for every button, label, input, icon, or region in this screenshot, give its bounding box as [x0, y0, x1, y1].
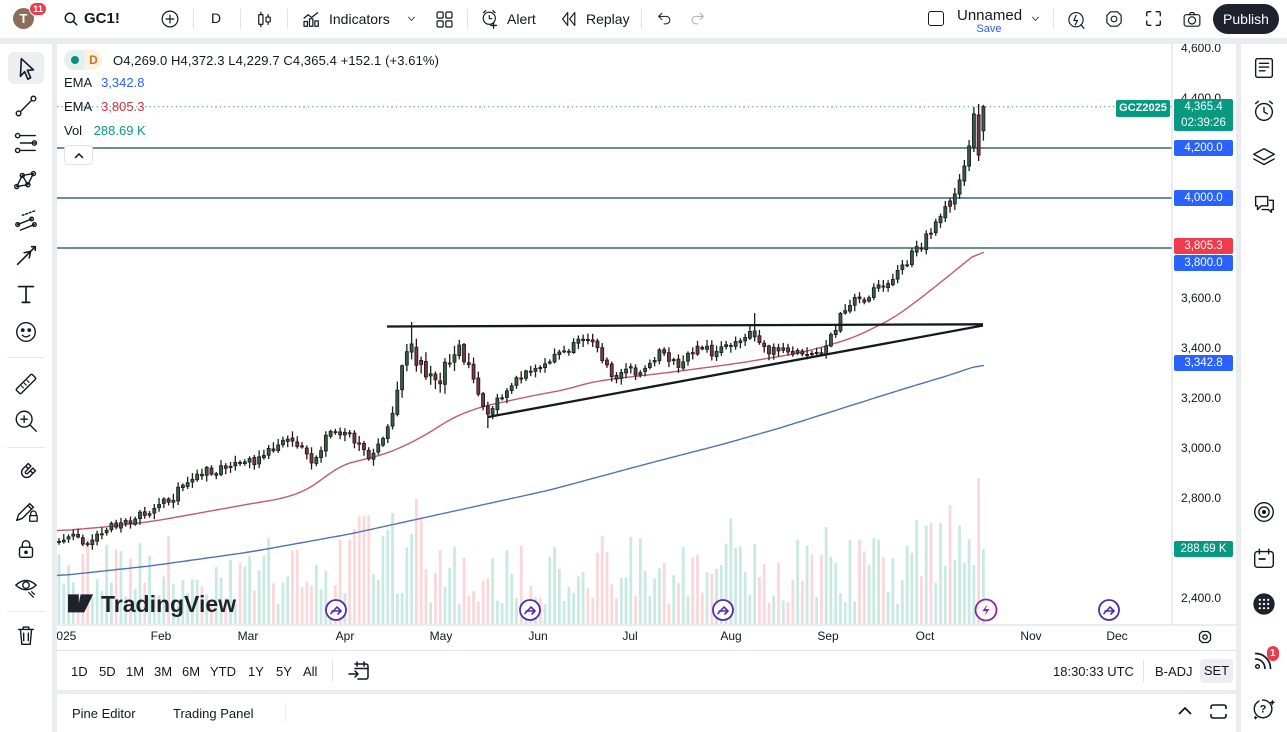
svg-text:Mar: Mar — [238, 629, 259, 643]
svg-text:TradingView: TradingView — [101, 591, 236, 617]
svg-text:2,800.0: 2,800.0 — [1181, 491, 1221, 505]
svg-text:3,400.0: 3,400.0 — [1181, 341, 1221, 355]
svg-text:Apr: Apr — [336, 629, 355, 643]
svg-text:?: ? — [1260, 704, 1267, 716]
svg-text:Jun: Jun — [528, 629, 547, 643]
svg-text:Nov: Nov — [1020, 629, 1041, 643]
svg-text:Sep: Sep — [817, 629, 839, 643]
svg-text:Jul: Jul — [622, 629, 637, 643]
svg-text:Dec: Dec — [1106, 629, 1127, 643]
svg-text:3,200.0: 3,200.0 — [1181, 391, 1221, 405]
svg-text:Feb: Feb — [151, 629, 172, 643]
svg-text:2025: 2025 — [57, 629, 77, 643]
svg-text:May: May — [430, 629, 453, 643]
svg-text:4,600.0: 4,600.0 — [1181, 44, 1221, 55]
svg-text:3,600.0: 3,600.0 — [1181, 291, 1221, 305]
svg-text:Aug: Aug — [720, 629, 741, 643]
svg-text:Oct: Oct — [916, 629, 935, 643]
svg-text:2,400.0: 2,400.0 — [1181, 591, 1221, 605]
svg-text:3,000.0: 3,000.0 — [1181, 441, 1221, 455]
